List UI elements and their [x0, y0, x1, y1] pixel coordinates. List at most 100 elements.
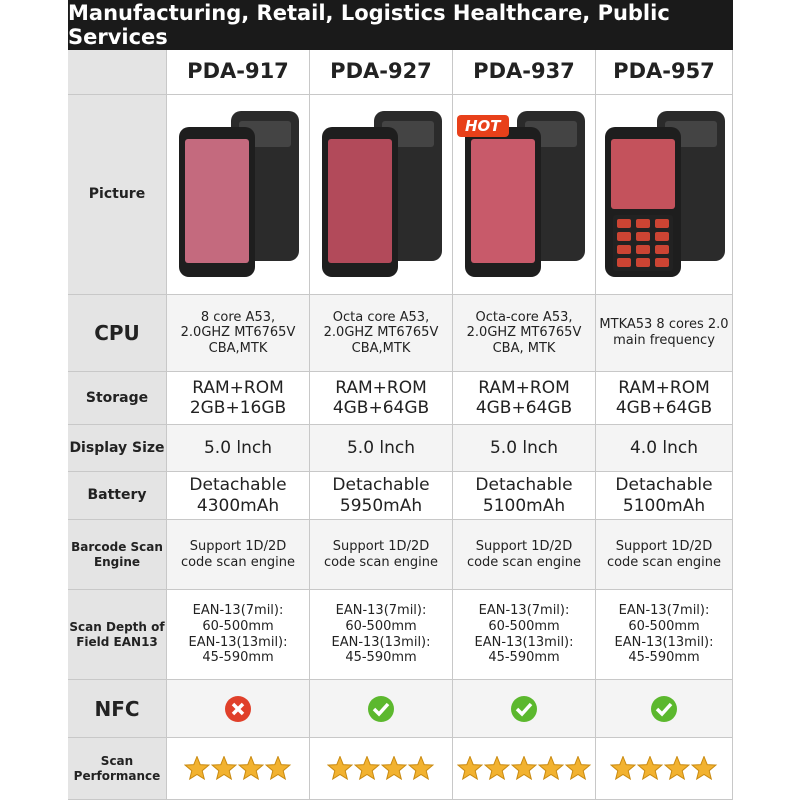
check-icon [651, 695, 677, 722]
model-header: PDA-927 [310, 50, 453, 95]
cross-icon [225, 695, 251, 722]
cell-line: Support 1D/2D [332, 538, 430, 554]
cell [596, 680, 733, 738]
label-line: Barcode Scan [71, 540, 163, 555]
cell-line: 4GB+64GB [332, 398, 430, 418]
star-rating [610, 755, 718, 780]
cell: Support 1D/2D code scan engine [167, 520, 310, 590]
cell-line: Detachable [615, 475, 713, 496]
cell-line: 5.0 lnch [489, 437, 559, 458]
cell-line: CBA, MTK [492, 340, 556, 356]
check-icon [368, 695, 394, 722]
cell [167, 95, 310, 295]
cell: EAN-13(7mil): 60-500mm EAN-13(13mil): 45-59… [167, 590, 310, 680]
cell-line: Detachable [189, 475, 287, 496]
model-name: PDA-917 [187, 59, 289, 84]
check-icon [511, 695, 537, 722]
cell-line: RAM+ROM [618, 377, 710, 398]
star-rating [456, 755, 591, 780]
row-label: Barcode Scan Engine [68, 520, 167, 590]
cell-line: 60-500mm [202, 618, 274, 634]
cell-line: 60-500mm [488, 618, 560, 634]
cell: RAM+ROM 4GB+64GB [596, 372, 733, 425]
cell: HOT [453, 95, 596, 295]
cell: 8 core A53, 2.0GHZ MT6765V CBA,MTK [167, 295, 310, 372]
corner [68, 50, 167, 95]
cell-line: 2.0GHZ MT6765V [180, 325, 296, 341]
cell [453, 680, 596, 738]
cell-line: 8 core A53, [200, 309, 276, 325]
label-line: CPU [94, 321, 140, 345]
cell: Octa-core A53, 2.0GHZ MT6765V CBA, MTK [453, 295, 596, 372]
label-line: NFC [94, 696, 140, 721]
cell-line: 4.0 lnch [629, 437, 699, 458]
cell-line: MTKA53 8 cores 2.0 [599, 317, 729, 333]
cell-line: code scan engine [606, 554, 722, 570]
cell: EAN-13(7mil): 60-500mm EAN-13(13mil): 45-59… [310, 590, 453, 680]
cell-line: Detachable [332, 475, 430, 496]
cell-line: 5100mAh [622, 495, 706, 516]
cell: 5.0 lnch [453, 425, 596, 472]
cell-line: 45-590mm [628, 650, 700, 666]
cell-line: main frequency [613, 333, 715, 348]
cell: 5.0 lnch [310, 425, 453, 472]
cell: RAM+ROM 4GB+64GB [453, 372, 596, 425]
cell-line: 45-590mm [488, 650, 560, 666]
cell-line: 45-590mm [202, 650, 274, 666]
cell-line: code scan engine [466, 554, 582, 570]
cell: Detachable 5950mAh [310, 472, 453, 520]
cell: 4.0 lnch [596, 425, 733, 472]
cell: Detachable 5100mAh [596, 472, 733, 520]
cell: RAM+ROM 4GB+64GB [310, 372, 453, 425]
cell: Support 1D/2D code scan engine [596, 520, 733, 590]
title: Manufacturing, Retail, Logistics Healthc… [68, 0, 733, 50]
cell-line: 5.0 lnch [346, 437, 416, 458]
cell-line: 5950mAh [339, 495, 423, 516]
cell-line: EAN-13(13mil): [188, 634, 288, 650]
cell-line: EAN-13(7mil): [192, 603, 284, 619]
label-line: Storage [85, 389, 149, 406]
model-name: PDA-927 [330, 59, 432, 84]
row-label: Display Size [68, 425, 167, 472]
cell-line: 4300mAh [196, 495, 280, 516]
label-line: Picture [88, 186, 146, 203]
cell-line: Support 1D/2D [615, 538, 713, 554]
row-label: NFC [68, 680, 167, 738]
cell-line: 45-590mm [345, 650, 417, 666]
model-header: PDA-917 [167, 50, 310, 95]
cell-line: EAN-13(13mil): [474, 634, 574, 650]
row-label: Storage [68, 372, 167, 425]
phone-image [322, 110, 442, 277]
row-label: Scan Performance [68, 738, 167, 800]
cell-line: EAN-13(7mil): [618, 603, 710, 619]
cell-line: RAM+ROM [192, 377, 284, 398]
cell-line: 5100mAh [482, 495, 566, 516]
model-header: PDA-957 [596, 50, 733, 95]
cell: EAN-13(7mil): 60-500mm EAN-13(13mil): 45-59… [453, 590, 596, 680]
cell-line: 60-500mm [628, 618, 700, 634]
phone-image [465, 110, 585, 277]
row-label: Picture [68, 95, 167, 295]
star-rating [327, 755, 435, 780]
cell: Support 1D/2D code scan engine [310, 520, 453, 590]
cell-line: CBA,MTK [208, 340, 268, 356]
cell: RAM+ROM 2GB+16GB [167, 372, 310, 425]
cell-line: Support 1D/2D [189, 538, 287, 554]
cell-line: code scan engine [180, 554, 296, 570]
row-label: Scan Depth of Field EAN13 [68, 590, 167, 680]
cell-line: Octa core A53, [332, 309, 430, 325]
cell-line: EAN-13(7mil): [335, 603, 427, 619]
cell-line: EAN-13(13mil): [614, 634, 714, 650]
label-line: Engine [93, 554, 141, 569]
label-line: Performance [73, 768, 161, 783]
cell: Octa core A53, 2.0GHZ MT6765V CBA,MTK [310, 295, 453, 372]
cell-line: RAM+ROM [335, 377, 427, 398]
cell [167, 738, 310, 800]
model-header: PDA-937 [453, 50, 596, 95]
phone-image [605, 110, 725, 277]
label-line: Display Size [69, 439, 165, 456]
cell [453, 738, 596, 800]
cell-line: 2.0GHZ MT6765V [323, 325, 439, 341]
cell-line: EAN-13(13mil): [331, 634, 431, 650]
